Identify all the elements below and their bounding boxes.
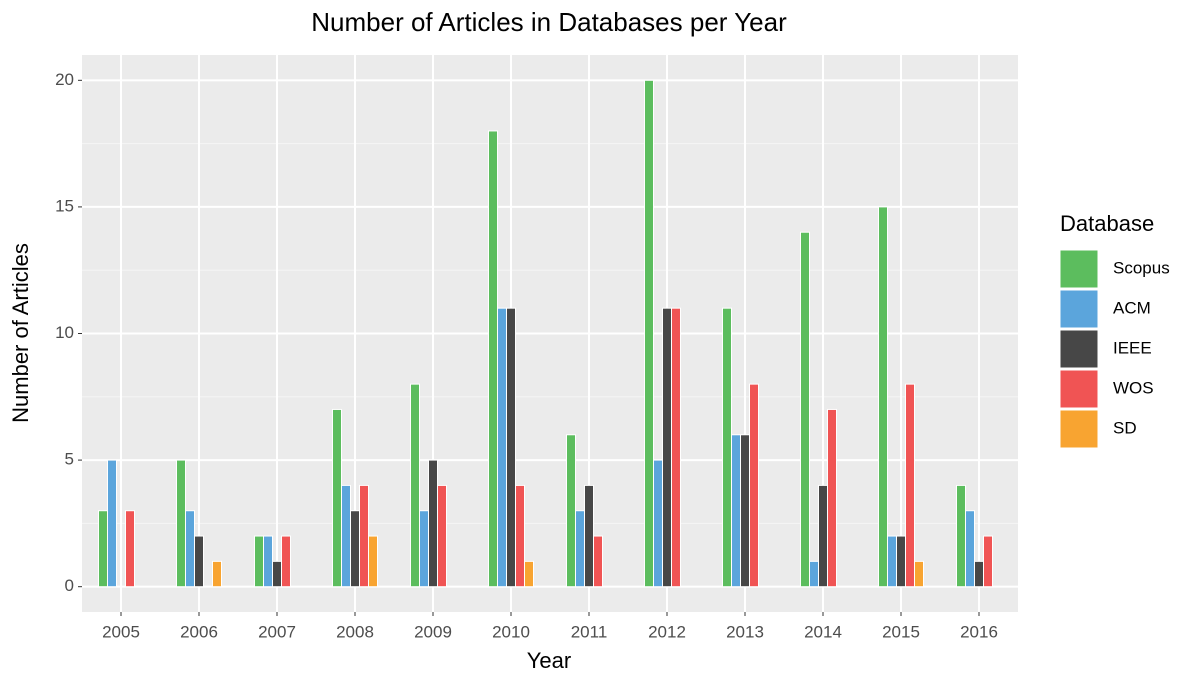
x-tick-label: 2010 xyxy=(492,622,530,641)
bar xyxy=(176,459,186,588)
bar xyxy=(827,408,837,588)
bar xyxy=(956,484,966,588)
x-tick-label: 2007 xyxy=(258,622,296,641)
bar xyxy=(497,307,507,588)
legend-key xyxy=(1059,289,1099,329)
x-tick-label: 2006 xyxy=(180,622,218,641)
legend-key xyxy=(1059,329,1099,369)
bar xyxy=(662,307,672,588)
bar xyxy=(194,535,204,588)
legend-title: Database xyxy=(1060,211,1154,236)
bar xyxy=(419,510,429,588)
y-tick-label: 20 xyxy=(55,70,74,89)
y-tick-label: 5 xyxy=(65,450,74,469)
bar xyxy=(593,535,603,588)
bar xyxy=(341,484,351,588)
bar xyxy=(125,510,135,588)
x-tick-label: 2012 xyxy=(648,622,686,641)
bar xyxy=(107,459,117,588)
bar xyxy=(524,560,534,588)
x-tick-label: 2008 xyxy=(336,622,374,641)
x-tick-label: 2015 xyxy=(882,622,920,641)
x-tick-label: 2013 xyxy=(726,622,764,641)
bar xyxy=(263,535,273,588)
bar xyxy=(272,560,282,588)
bar xyxy=(818,484,828,588)
bar xyxy=(212,560,222,588)
bar xyxy=(749,383,759,588)
chart-title: Number of Articles in Databases per Year xyxy=(311,7,787,37)
bar xyxy=(368,535,378,588)
legend-label: SD xyxy=(1113,418,1137,437)
bar xyxy=(575,510,585,588)
bar xyxy=(98,510,108,588)
bar xyxy=(914,560,924,588)
bar xyxy=(653,459,663,588)
x-tick-label: 2014 xyxy=(804,622,842,641)
bar xyxy=(905,383,915,588)
bar xyxy=(515,484,525,588)
y-tick-label: 15 xyxy=(55,196,74,215)
bar xyxy=(809,560,819,588)
legend-label: Scopus xyxy=(1113,258,1170,277)
bar xyxy=(584,484,594,588)
bar xyxy=(722,307,732,588)
legend-key xyxy=(1059,369,1099,409)
bar xyxy=(359,484,369,588)
x-tick-label: 2009 xyxy=(414,622,452,641)
bar xyxy=(488,130,498,588)
x-tick-label: 2016 xyxy=(960,622,998,641)
bar xyxy=(731,434,741,588)
bar xyxy=(965,510,975,588)
bar xyxy=(671,307,681,588)
bar xyxy=(983,535,993,588)
bar xyxy=(437,484,447,588)
bar xyxy=(185,510,195,588)
bar xyxy=(896,535,906,588)
bar xyxy=(332,408,342,588)
x-axis-title: Year xyxy=(527,648,571,673)
legend-label: ACM xyxy=(1113,298,1151,317)
bar xyxy=(281,535,291,588)
bar xyxy=(644,79,654,588)
y-axis-title: Number of Articles xyxy=(8,243,33,423)
x-tick-label: 2011 xyxy=(571,622,608,641)
bar xyxy=(887,535,897,588)
bar xyxy=(800,231,810,588)
bar xyxy=(740,434,750,588)
bar xyxy=(428,459,438,588)
x-tick-label: 2005 xyxy=(102,622,140,641)
y-tick-label: 10 xyxy=(55,323,74,342)
bar xyxy=(878,206,888,588)
legend-key xyxy=(1059,409,1099,449)
bar xyxy=(254,535,264,588)
bar xyxy=(566,434,576,588)
legend-label: IEEE xyxy=(1113,338,1152,357)
bar xyxy=(506,307,516,588)
legend-key xyxy=(1059,249,1099,289)
legend-label: WOS xyxy=(1113,378,1154,397)
y-tick-label: 0 xyxy=(65,576,74,595)
bar xyxy=(974,560,984,588)
bar xyxy=(350,510,360,588)
bar xyxy=(410,383,420,588)
